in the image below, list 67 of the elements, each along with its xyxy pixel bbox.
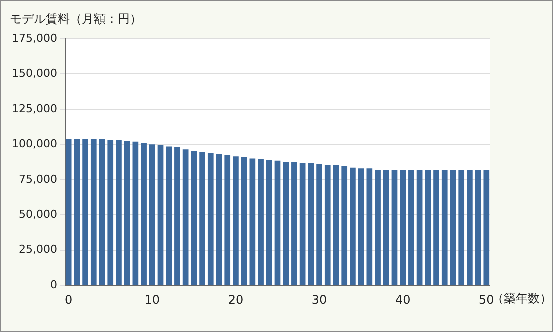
bar [216, 154, 222, 286]
bar [258, 159, 264, 286]
bar [224, 155, 231, 286]
bar [182, 150, 189, 286]
y-tick-label: 25,000 [18, 243, 58, 256]
bar [383, 170, 390, 286]
y-tick-label: 125,000 [12, 102, 58, 116]
bar [250, 158, 256, 286]
bar [324, 165, 331, 286]
bar [108, 140, 114, 286]
x-axis-title: （築年数） [492, 292, 552, 306]
bar [82, 139, 88, 286]
bar [434, 170, 440, 286]
bar [116, 140, 122, 286]
bar [375, 170, 381, 286]
bar [308, 163, 314, 286]
x-tick-label: 10 [144, 292, 160, 307]
x-tick-label: 20 [228, 292, 244, 307]
bar [208, 153, 214, 286]
bar [90, 139, 97, 286]
bar [66, 139, 72, 286]
bar [358, 168, 364, 286]
bar [342, 166, 348, 286]
y-tick-label: 150,000 [12, 67, 58, 80]
bar [458, 170, 465, 286]
y-tick-label: 100,000 [12, 138, 58, 151]
y-tick-label: 75,000 [18, 172, 58, 186]
bar [292, 162, 298, 286]
bar [166, 146, 172, 286]
bar [200, 152, 206, 286]
y-tick-label: 0 [50, 278, 58, 292]
bar [274, 160, 281, 286]
bar [316, 164, 322, 286]
chart-title: モデル賃料（月額：円） [10, 11, 142, 28]
bar [174, 148, 180, 286]
bar [450, 170, 456, 286]
bar [416, 170, 423, 286]
bar [141, 143, 147, 286]
bar [74, 139, 80, 286]
bar [425, 170, 432, 286]
x-tick-label: 40 [395, 292, 411, 307]
y-tick-label: 175,000 [12, 32, 58, 45]
y-tick-label: 50,000 [18, 208, 58, 221]
bar [442, 170, 448, 286]
bar [475, 170, 482, 286]
bar [132, 142, 139, 286]
bar [408, 170, 414, 286]
bar [366, 168, 373, 286]
bar [158, 145, 164, 286]
bar [283, 162, 290, 286]
bar [467, 170, 473, 286]
bar [124, 141, 130, 286]
bar [266, 160, 272, 286]
bar [99, 139, 106, 286]
bar [191, 151, 198, 286]
bar [350, 168, 356, 286]
bar [233, 156, 239, 286]
x-tick-label: 50 [479, 292, 494, 307]
bar [484, 170, 490, 286]
bar [241, 157, 248, 286]
bar [392, 170, 398, 286]
bar [333, 165, 340, 286]
bar [400, 170, 406, 286]
x-tick-label: 30 [312, 292, 328, 307]
x-tick-label: 0 [65, 292, 73, 307]
bar [300, 163, 306, 286]
bar [149, 144, 156, 286]
